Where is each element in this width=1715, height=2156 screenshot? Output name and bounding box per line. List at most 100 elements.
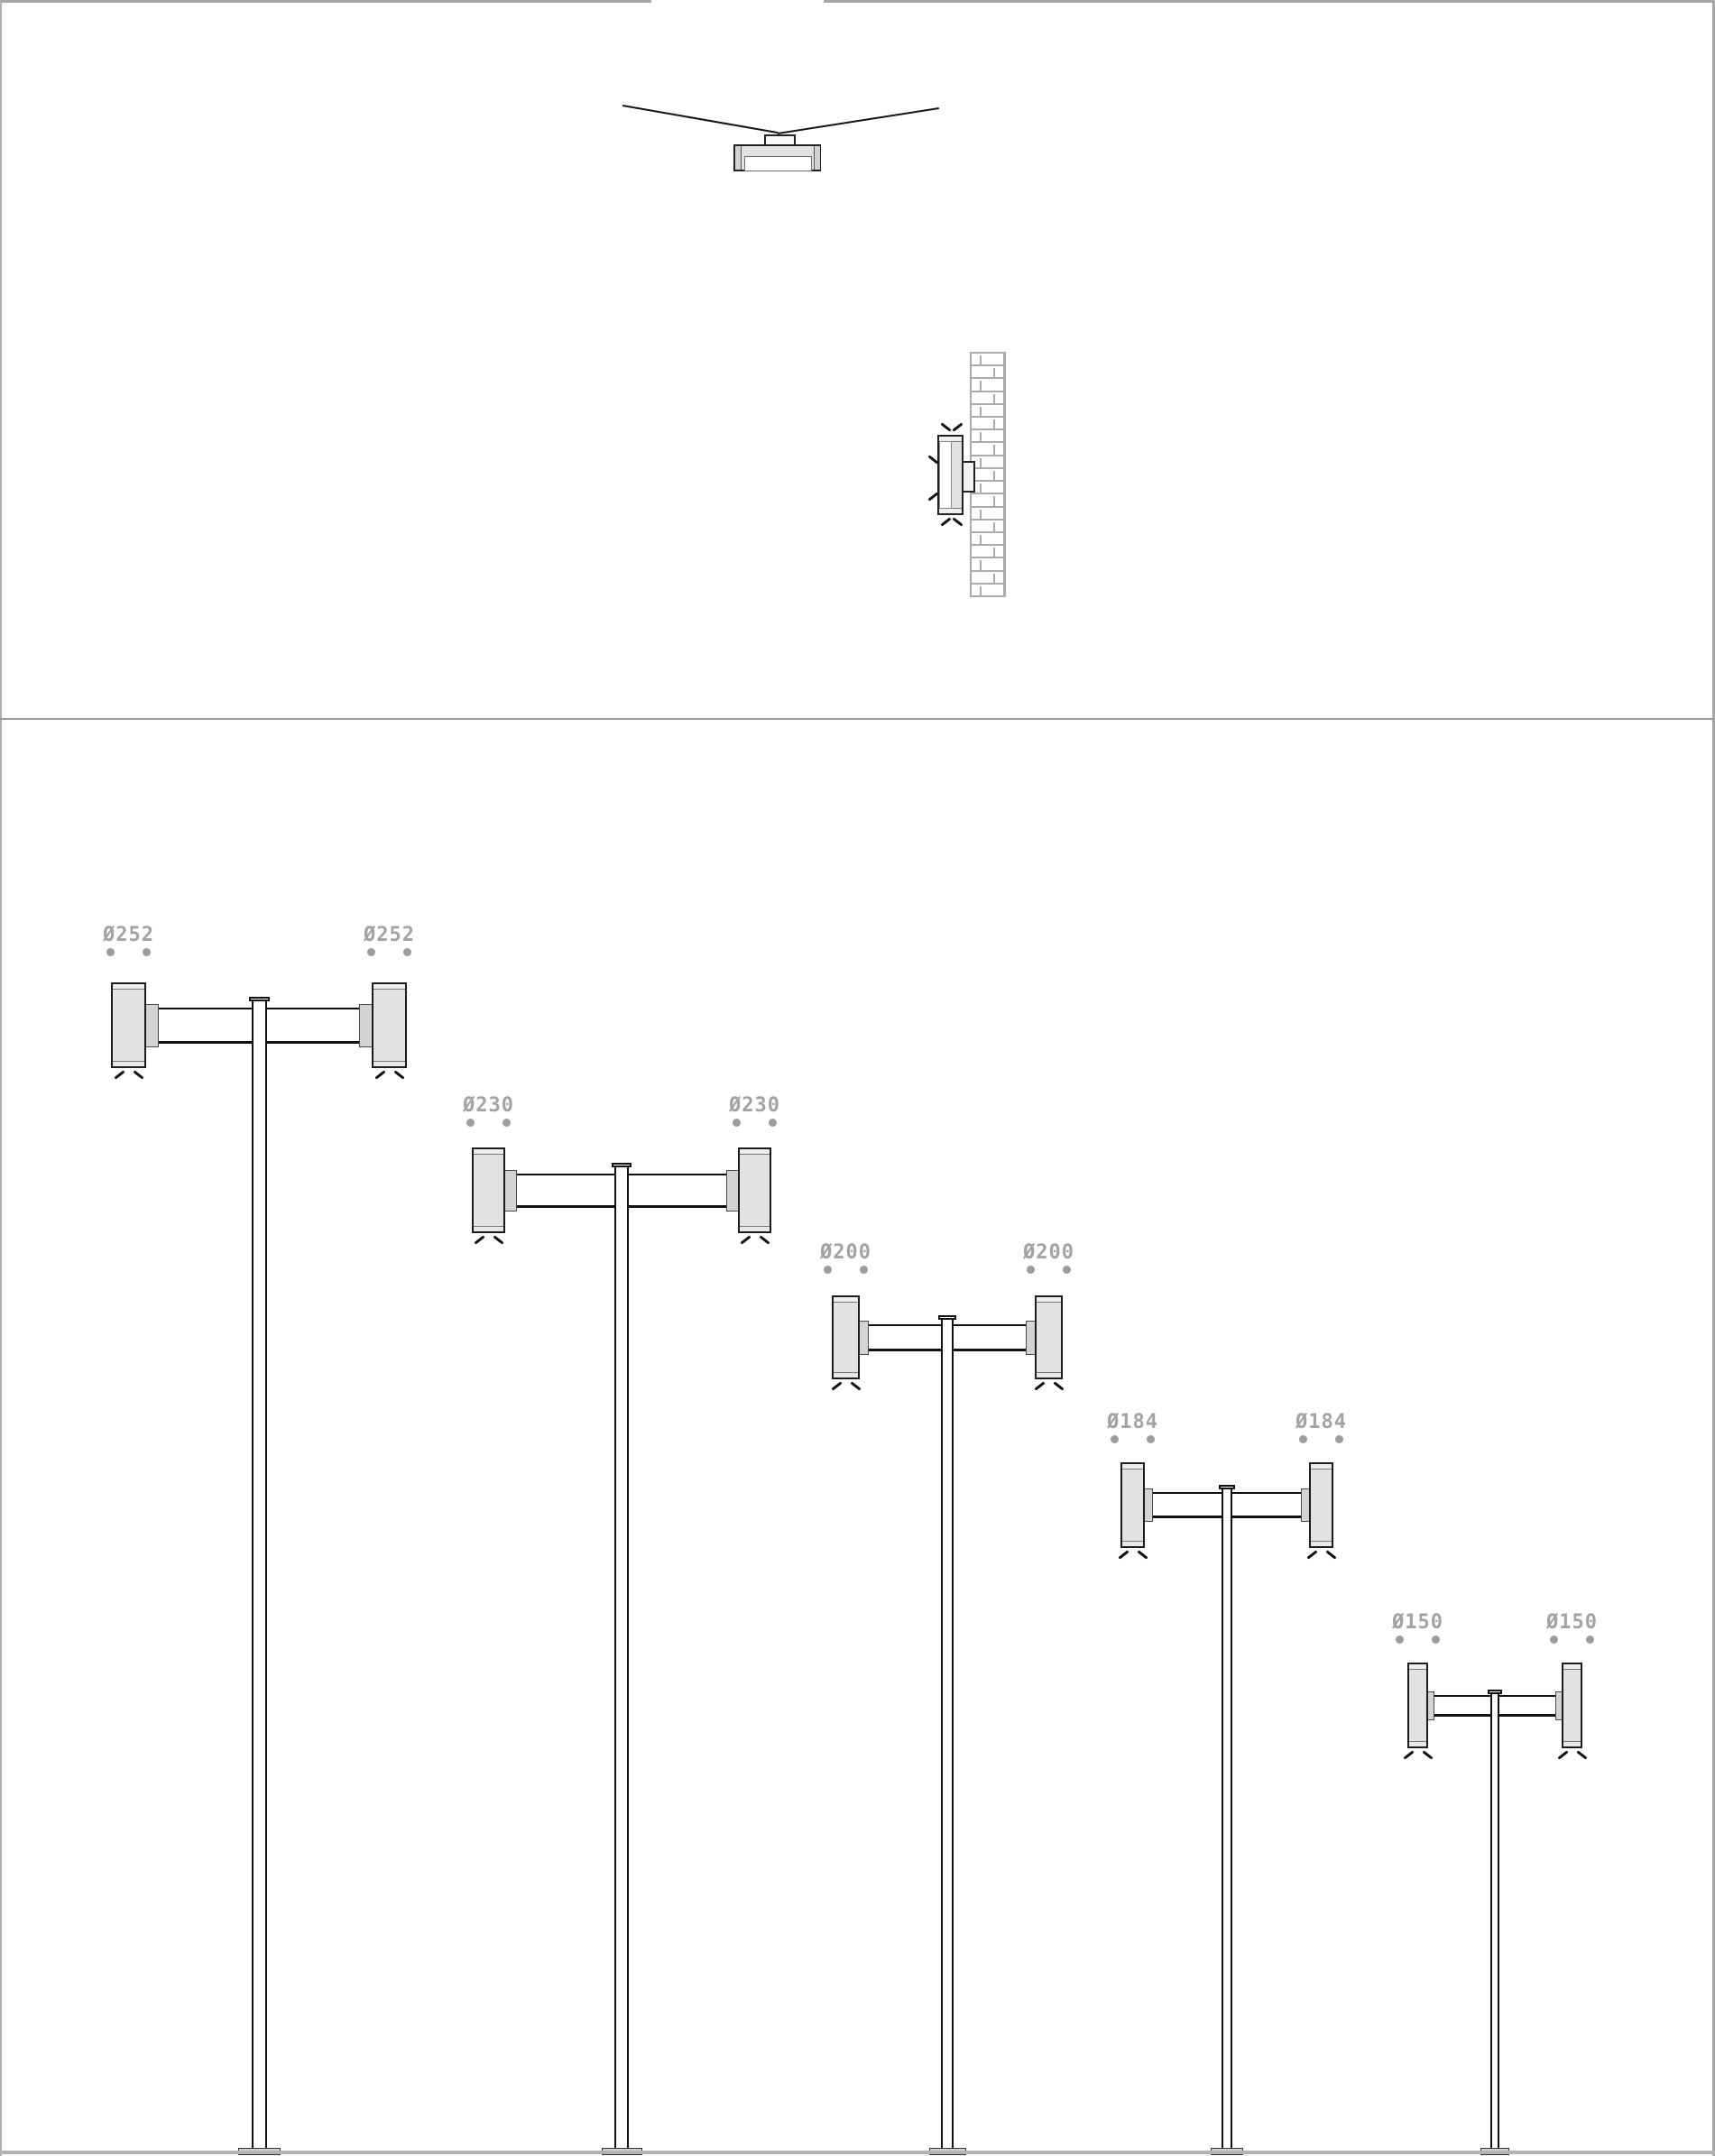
brick-joint <box>980 406 982 419</box>
arm-connector-left <box>503 1169 517 1212</box>
brick-joint <box>980 509 982 521</box>
light-ray-icon <box>1556 1750 1569 1760</box>
brick-row <box>972 454 1003 469</box>
catenary-endcap-left <box>735 146 742 170</box>
brick-row <box>972 518 1003 533</box>
brick-joint <box>980 355 982 367</box>
page-border-right <box>1712 0 1715 2156</box>
label-dot <box>1147 1435 1155 1443</box>
catenary-cable-left <box>622 105 779 134</box>
light-ray-icon <box>373 1070 386 1080</box>
brick-row <box>972 352 1003 367</box>
brick-joint <box>993 521 995 533</box>
luminaire-top-cap <box>1122 1464 1143 1470</box>
cylindrical-luminaire <box>472 1147 505 1233</box>
pole-cap <box>612 1163 632 1167</box>
label-dot <box>1550 1635 1558 1644</box>
luminaire-top-cap <box>113 984 144 990</box>
pole-shaft <box>941 1318 954 2148</box>
brick-joint <box>980 585 982 597</box>
light-ray-icon <box>1052 1381 1065 1391</box>
diameter-label: Ø230 <box>463 1094 514 1117</box>
luminaire-bottom-cap <box>1122 1541 1143 1546</box>
catenary-light-recess <box>744 156 812 171</box>
brick-row <box>972 530 1003 547</box>
label-dot <box>1111 1435 1119 1443</box>
luminaire-top-cap <box>1311 1464 1332 1470</box>
label-dot <box>824 1266 832 1274</box>
catenary-cable-right <box>777 107 939 134</box>
brick-row <box>972 390 1003 405</box>
cylindrical-luminaire <box>1120 1462 1145 1548</box>
light-ray-icon <box>940 422 952 432</box>
cylindrical-luminaire <box>111 982 146 1068</box>
diameter-label: Ø150 <box>1392 1611 1443 1634</box>
label-dot <box>106 948 115 956</box>
brick-joint <box>980 534 982 547</box>
brick-row <box>972 557 1003 572</box>
label-dot <box>733 1119 741 1127</box>
cylindrical-luminaire <box>1562 1663 1582 1748</box>
brick-joint <box>980 432 982 444</box>
label-dot <box>1063 1266 1071 1274</box>
luminaire-bottom-cap <box>740 1226 770 1231</box>
light-ray-icon <box>1305 1550 1318 1560</box>
pole-cap <box>938 1315 956 1320</box>
diameter-label: Ø252 <box>103 924 154 946</box>
label-dot <box>503 1119 511 1127</box>
panel-divider-line <box>0 718 1715 720</box>
pole-shaft <box>1490 1692 1499 2148</box>
label-dot <box>367 948 375 956</box>
brick-row <box>972 466 1003 483</box>
label-dot <box>466 1119 475 1127</box>
wall-mount-bracket <box>962 461 975 493</box>
label-dot <box>769 1119 777 1127</box>
label-dot <box>1299 1435 1307 1443</box>
cylindrical-luminaire <box>372 982 407 1068</box>
label-dot <box>403 948 411 956</box>
luminaire-bottom-cap <box>1311 1541 1332 1546</box>
pole-cap <box>1219 1485 1235 1489</box>
arm-connector-left <box>144 1003 159 1047</box>
light-ray-icon <box>940 517 952 527</box>
light-ray-icon <box>849 1381 862 1391</box>
light-ray-icon <box>1033 1381 1046 1391</box>
brick-joint <box>993 573 995 585</box>
light-ray-icon <box>392 1070 405 1080</box>
pole-cap <box>248 997 270 1001</box>
brick-joint <box>980 457 982 469</box>
label-dot <box>860 1266 868 1274</box>
light-ray-icon <box>473 1235 485 1245</box>
brick-joint <box>993 445 995 456</box>
brick-joint <box>980 484 982 495</box>
light-ray-icon <box>113 1070 125 1080</box>
brick-row <box>972 505 1003 521</box>
brick-row <box>972 441 1003 456</box>
luminaire-bottom-cap <box>1409 1741 1426 1746</box>
pole-shaft <box>614 1166 629 2148</box>
label-dot <box>1396 1635 1404 1644</box>
diameter-label: Ø184 <box>1107 1411 1158 1433</box>
brick-row <box>972 428 1003 444</box>
luminaire-bottom-cap <box>1037 1372 1061 1377</box>
brick-row <box>972 402 1003 419</box>
light-ray-icon <box>830 1381 843 1391</box>
brick-joint <box>980 381 982 392</box>
brick-joint <box>993 496 995 508</box>
cylindrical-luminaire <box>1309 1462 1333 1548</box>
light-ray-icon <box>952 422 964 432</box>
brick-joint <box>993 368 995 380</box>
light-ray-icon <box>1421 1750 1434 1760</box>
light-ray-icon <box>952 517 964 527</box>
luminaire-top-cap <box>1037 1297 1061 1303</box>
luminaire-top-cap <box>740 1149 770 1155</box>
brick-joint <box>993 470 995 483</box>
light-ray-icon <box>1402 1750 1415 1760</box>
luminaire-bottom-cap <box>834 1372 858 1377</box>
brick-joint <box>993 393 995 405</box>
light-ray-icon <box>132 1070 144 1080</box>
brick-row <box>972 377 1003 392</box>
label-dot <box>1586 1635 1594 1644</box>
brick-joint <box>993 419 995 431</box>
